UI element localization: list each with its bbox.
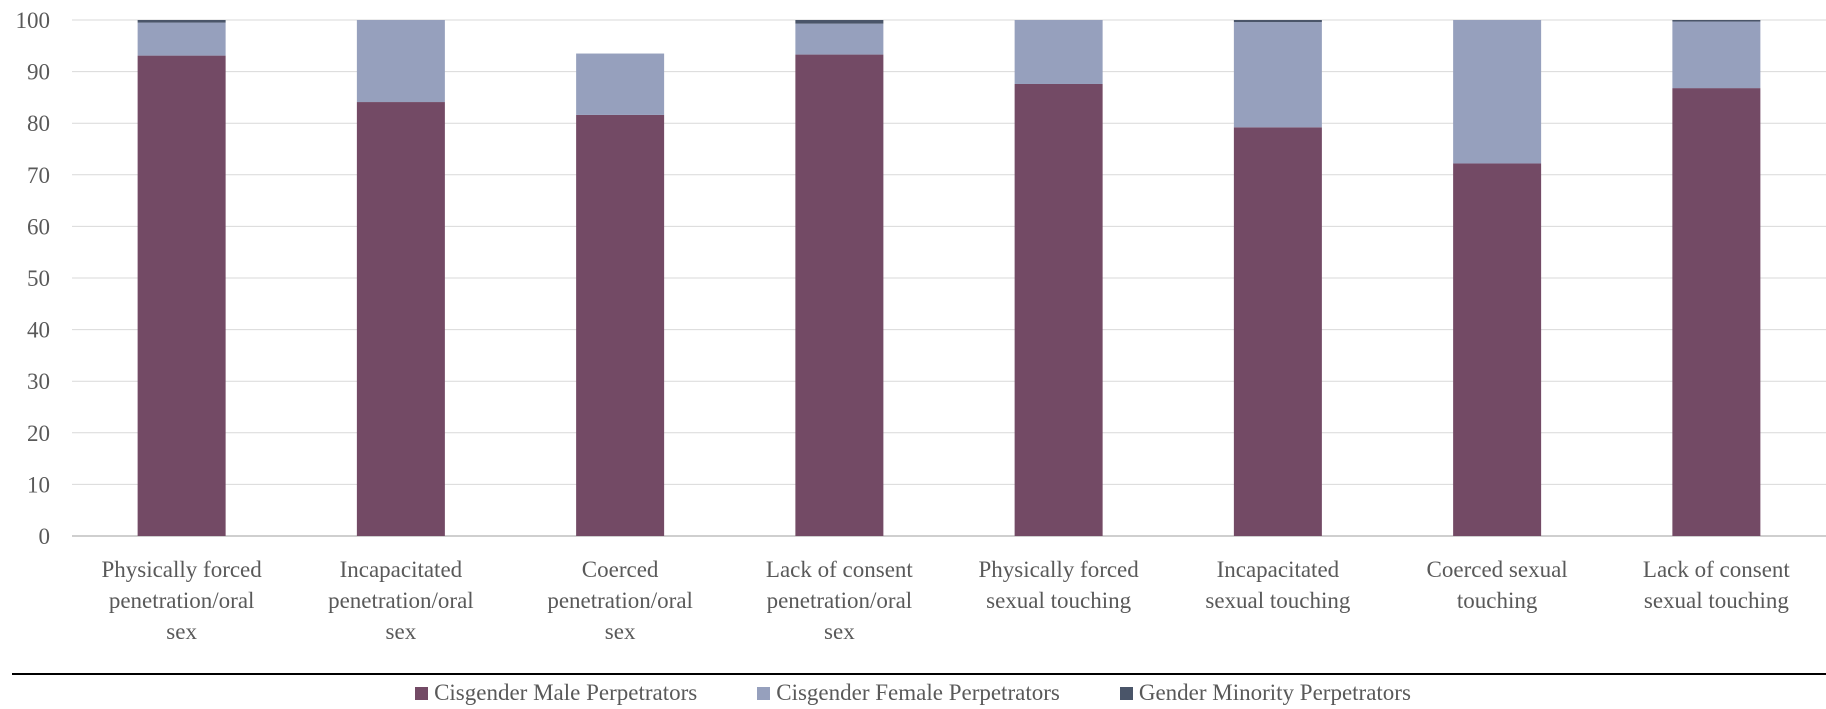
x-category-label-line: sex xyxy=(605,619,636,644)
y-tick-label: 70 xyxy=(27,163,50,188)
bar-segment-male xyxy=(576,114,665,536)
y-tick-label: 80 xyxy=(27,111,50,136)
y-tick-label: 10 xyxy=(27,472,50,497)
bar-segment-female xyxy=(356,20,445,103)
bar-segment-gender-minority xyxy=(795,20,884,24)
bar-segment-female xyxy=(576,53,665,115)
bar-segment-male xyxy=(1233,127,1322,536)
bar-segment-female xyxy=(1014,20,1103,84)
x-category-label-line: Coerced xyxy=(582,557,659,582)
gridlines xyxy=(72,19,1826,537)
legend-item-male: Cisgender Male Perpetrators xyxy=(415,680,697,706)
x-category-label-line: sex xyxy=(824,619,855,644)
y-tick-label: 40 xyxy=(27,318,50,343)
x-category-label-line: Coerced sexual xyxy=(1427,557,1568,582)
x-axis-category-labels: Physically forced penetration/oral sexInca… xyxy=(101,557,1790,644)
bar-segment-male xyxy=(795,54,884,537)
bar-segment-female xyxy=(137,22,226,56)
bar-segment-female xyxy=(1672,21,1761,89)
bar-segment-male xyxy=(1453,163,1542,536)
legend-label-female: Cisgender Female Perpetrators xyxy=(776,680,1060,705)
chart-legend: Cisgender Male Perpetrators Cisgender Fe… xyxy=(0,680,1826,706)
bar-segment-female xyxy=(1233,22,1322,128)
y-tick-label: 100 xyxy=(16,8,51,33)
x-category-label-line: Incapacitated xyxy=(1217,557,1340,582)
y-tick-label: 30 xyxy=(27,369,50,394)
y-axis-tick-labels: 0 10 20 30 40 50 60 70 80 90 100 xyxy=(16,8,51,549)
x-category-label: Lack of consent sexual touching xyxy=(1643,557,1790,613)
legend-item-female: Cisgender Female Perpetrators xyxy=(757,680,1060,706)
x-category-label-line: penetration/oral xyxy=(767,588,913,613)
legend-divider xyxy=(12,673,1826,675)
x-category-label-line: Lack of consent xyxy=(766,557,913,582)
y-tick-label: 20 xyxy=(27,421,50,446)
x-category-label: Physically forced sexual touching xyxy=(978,557,1139,613)
legend-item-gender-minority: Gender Minority Perpetrators xyxy=(1119,680,1411,706)
legend-swatch-male xyxy=(415,686,429,700)
legend-label-gender-minority: Gender Minority Perpetrators xyxy=(1138,680,1411,705)
bar-segment-gender-minority xyxy=(137,20,226,23)
legend-swatch-gender-minority xyxy=(1119,686,1133,700)
y-tick-label: 50 xyxy=(27,266,50,291)
bar-segment-female xyxy=(795,23,884,55)
y-tick-label: 60 xyxy=(27,214,50,239)
x-category-label-line: sexual touching xyxy=(986,588,1131,613)
bars xyxy=(137,20,1761,537)
bar-segment-gender-minority xyxy=(1672,20,1761,22)
x-category-label-line: Physically forced xyxy=(101,557,262,582)
bar-segment-male xyxy=(1014,83,1103,536)
y-tick-label: 90 xyxy=(27,60,50,85)
x-category-label-line: Physically forced xyxy=(978,557,1139,582)
x-category-label-line: touching xyxy=(1457,588,1538,613)
bar-segment-male xyxy=(356,102,445,536)
x-category-label: Incapacitated sexual touching xyxy=(1205,557,1350,613)
x-category-label: Coerced sexual touching xyxy=(1427,557,1568,613)
x-category-label-line: Incapacitated xyxy=(340,557,463,582)
bar-segment-gender-minority xyxy=(1233,20,1322,23)
bar-segment-male xyxy=(137,55,226,536)
x-category-label-line: sexual touching xyxy=(1205,588,1350,613)
x-category-label-line: sex xyxy=(166,619,197,644)
x-category-label: Physically forced penetration/oral sex xyxy=(101,557,262,644)
legend-label-male: Cisgender Male Perpetrators xyxy=(434,680,698,705)
bar-segment-female xyxy=(1453,20,1542,164)
bar-segment-male xyxy=(1672,88,1761,536)
x-category-label-line: sex xyxy=(386,619,417,644)
x-category-label-line: penetration/oral xyxy=(328,588,474,613)
legend-swatch-female xyxy=(757,686,771,700)
x-category-label-line: sexual touching xyxy=(1644,588,1789,613)
x-category-label-line: penetration/oral xyxy=(547,588,693,613)
x-category-label-line: penetration/oral xyxy=(109,588,255,613)
x-category-label-line: Lack of consent xyxy=(1643,557,1790,582)
x-category-label: Incapacitated penetration/oral sex xyxy=(328,557,474,644)
y-tick-label: 0 xyxy=(39,524,51,549)
x-category-label: Coerced penetration/oral sex xyxy=(547,557,693,644)
x-category-label: Lack of consent penetration/oral sex xyxy=(766,557,913,644)
